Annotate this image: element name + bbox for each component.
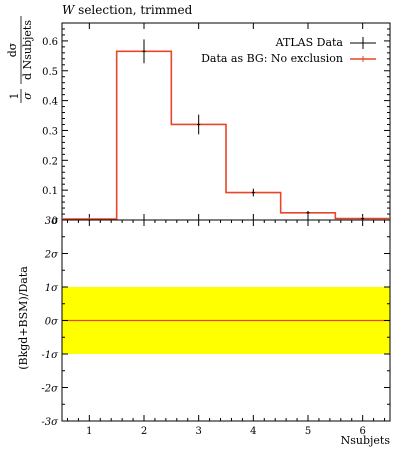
main-ytick-label: 0.3	[42, 126, 58, 137]
main-ytick-label: 0.2	[42, 156, 58, 167]
main-ytick-label: 0.1	[42, 186, 58, 197]
legend: ATLAS Data Data as BG: No exclusion	[201, 36, 376, 65]
series-data-as-bg-step	[62, 50, 390, 220]
ratio-ytick-label: -1σ	[41, 350, 59, 361]
ratio-ytick-label: 1σ	[45, 283, 59, 294]
ratio-ytick-label: 3σ	[45, 216, 59, 227]
xtick-label: 4	[250, 426, 256, 437]
ratio-y-axis-label: (Bkgd+BSM)/Data	[17, 266, 30, 370]
ratio-ytick-label: -2σ	[41, 384, 59, 395]
xtick-label: 1	[86, 426, 92, 437]
main-ytick-label-zero: 0	[52, 216, 58, 227]
main-ytick-label: 0.4	[42, 97, 58, 108]
main-ytick-label: 0.6	[42, 37, 58, 48]
y-label-sigma: σ	[21, 92, 34, 100]
main-ytick-label: 0.5	[42, 67, 58, 78]
ratio-ytick-label: -3σ	[41, 417, 59, 428]
xtick-label: 2	[141, 426, 147, 437]
main-y-axis-label: 1 σ dσ d Nsubjets	[6, 16, 34, 103]
x-axis-label: Nsubjets	[341, 434, 391, 447]
xtick-label: 6	[359, 426, 365, 437]
legend-label-atlas-data: ATLAS Data	[275, 36, 344, 49]
y-label-denominator: d Nsubjets	[21, 20, 34, 80]
ratio-panel: 3σ 2σ 1σ 0σ -1σ -2σ -3σ 1 2 3 4 5 6	[41, 216, 391, 437]
ratio-ytick-label: 0σ	[45, 317, 59, 328]
y-label-numerator: dσ	[6, 42, 19, 57]
chart-title-prefix: W	[62, 3, 76, 17]
xtick-label: 3	[195, 426, 201, 437]
chart-title: W selection, trimmed	[62, 3, 193, 17]
y-label-prefix: 1	[8, 93, 21, 100]
chart-title-rest: selection, trimmed	[74, 3, 192, 17]
ratio-ytick-label: 2σ	[44, 250, 59, 261]
xtick-label: 5	[305, 426, 311, 437]
legend-label-data-as-bg: Data as BG: No exclusion	[201, 52, 343, 65]
